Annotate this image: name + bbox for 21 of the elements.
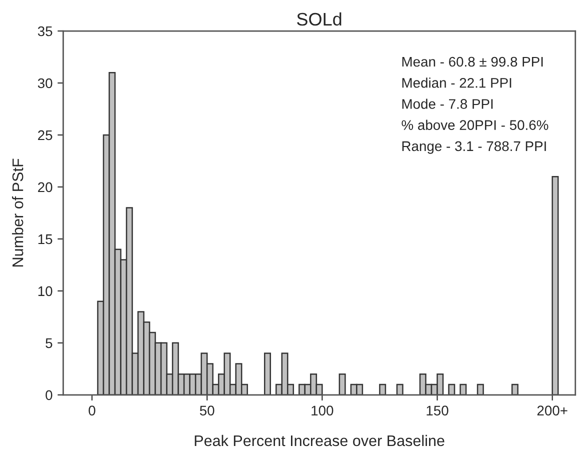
annotation: % above 20PPI - 50.6% [402, 120, 548, 130]
annotation: Mode - 7.8 PPI [402, 98, 493, 109]
y-tick-label: 15 [38, 234, 52, 244]
y-tick-label: 20 [38, 182, 52, 192]
y-tick-label: 35 [38, 26, 52, 36]
y-tick-label: 5 [46, 338, 52, 348]
annotation: Median - 22.1 PPI [402, 78, 512, 88]
y-tick-label: 10 [38, 286, 52, 296]
chart-title: SOLd [297, 12, 342, 26]
x-tick-label: 0 [88, 406, 96, 416]
x-tick-label: 50 [200, 406, 214, 416]
y-tick-label: 0 [46, 390, 52, 400]
x-axis-title: Peak Percent Increase over Baseline [194, 434, 444, 446]
x-tick-label: 150 [426, 406, 448, 416]
y-tick-label: 25 [38, 130, 52, 140]
y-tick-label: 30 [38, 78, 52, 88]
annotation: Range - 3.1 - 788.7 PPI [402, 141, 546, 154]
x-tick-label: 200+ [537, 406, 568, 416]
y-axis-title: Number of PStF [12, 158, 24, 266]
annotation: Mean - 60.8 ± 99.8 PPI [402, 56, 543, 67]
x-tick-label: 100 [312, 406, 334, 416]
